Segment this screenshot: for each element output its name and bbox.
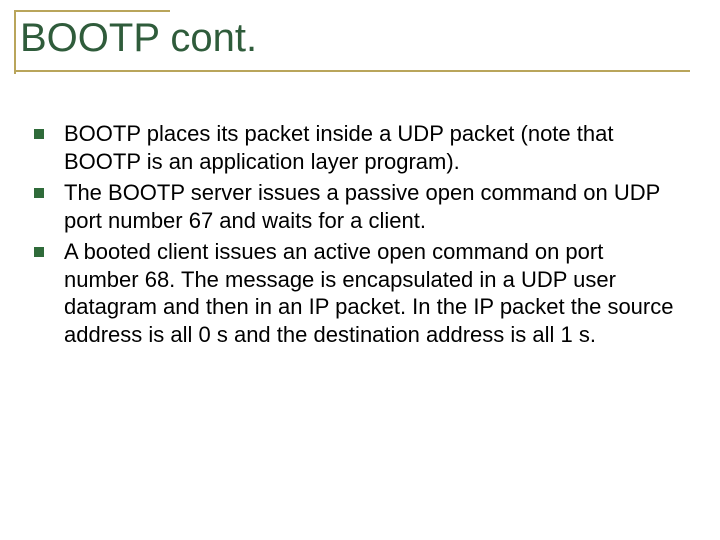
square-bullet-icon <box>34 247 44 257</box>
slide: BOOTP cont. BOOTP places its packet insi… <box>0 0 720 540</box>
list-item: BOOTP places its packet inside a UDP pac… <box>34 120 680 175</box>
title-rule-bottom <box>14 70 690 72</box>
bullet-text: The BOOTP server issues a passive open c… <box>64 179 680 234</box>
title-rule-left <box>14 10 16 74</box>
bullet-text: A booted client issues an active open co… <box>64 238 680 348</box>
bullet-text: BOOTP places its packet inside a UDP pac… <box>64 120 680 175</box>
square-bullet-icon <box>34 188 44 198</box>
square-bullet-icon <box>34 129 44 139</box>
slide-title: BOOTP cont. <box>14 12 690 68</box>
title-block: BOOTP cont. <box>14 10 690 72</box>
list-item: A booted client issues an active open co… <box>34 238 680 348</box>
list-item: The BOOTP server issues a passive open c… <box>34 179 680 234</box>
slide-body: BOOTP places its packet inside a UDP pac… <box>34 120 680 352</box>
